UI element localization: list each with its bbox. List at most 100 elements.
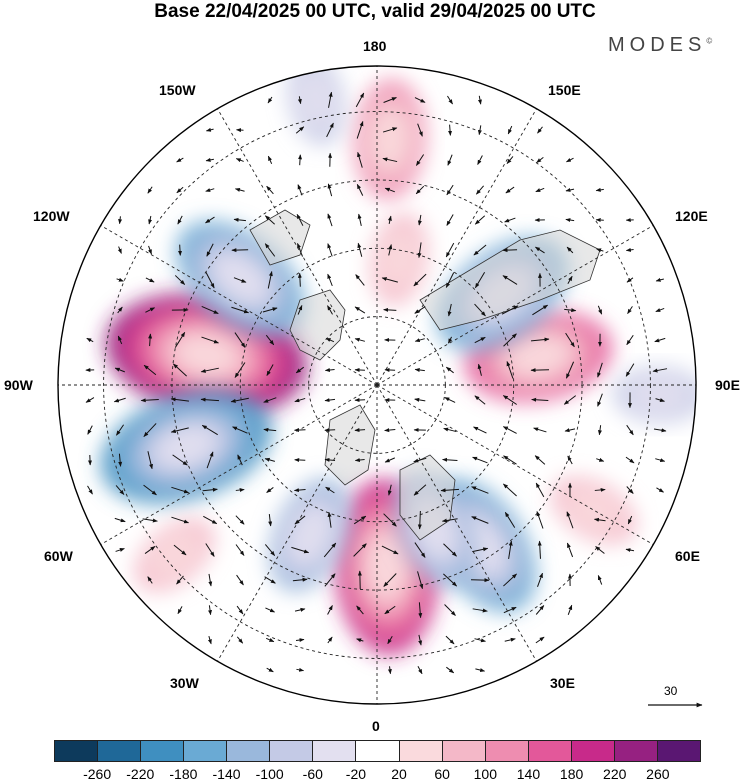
wind-vector [353, 543, 367, 557]
colorbar-tick-label: 180 [559, 766, 584, 782]
wind-vector [266, 364, 274, 376]
wind-vector [537, 126, 543, 134]
wind-vector [567, 604, 573, 615]
wind-vector [474, 303, 486, 317]
wind-vector [327, 636, 333, 644]
wind-vector [264, 215, 275, 225]
lon-label-150e: 150E [548, 82, 581, 98]
wind-vector [508, 540, 513, 559]
wind-vector [202, 487, 218, 492]
wind-vector [114, 367, 125, 373]
wind-vector [324, 368, 335, 373]
wind-vector [206, 451, 214, 469]
wind-vector [565, 187, 575, 192]
wind-vector [264, 457, 275, 462]
colorbar-tick-label: -180 [169, 766, 198, 782]
colorbar-segment [313, 741, 357, 761]
lon-label-0: 0 [372, 718, 380, 734]
wind-vector [354, 306, 366, 314]
colorbar-segment [227, 741, 271, 761]
brand-mark: © [706, 36, 713, 46]
wind-vector [176, 157, 184, 163]
wind-vector [115, 485, 125, 495]
wind-vector [627, 515, 633, 525]
wind-vector [445, 272, 455, 288]
wind-vector [536, 156, 544, 164]
colorbar-tick-label: 220 [603, 766, 627, 782]
wind-vector [414, 338, 425, 343]
wind-vector [147, 186, 153, 194]
colorbar-tick-label: 100 [473, 766, 498, 782]
globe-outline [57, 65, 697, 705]
anomaly-center [287, 66, 346, 146]
wind-vector [298, 154, 303, 166]
wind-vector [265, 607, 276, 613]
wind-vectors [85, 91, 668, 675]
wind-vector [354, 458, 365, 463]
meridian-line [217, 384, 378, 662]
wind-vector [477, 125, 482, 136]
wind-vector [414, 367, 425, 372]
wind-vector [231, 306, 250, 314]
wind-vector [205, 271, 215, 289]
lon-label-90e: 90E [715, 377, 740, 393]
anomaly-center [101, 390, 272, 504]
colorbar-segment [184, 741, 228, 761]
wind-vector [200, 367, 219, 373]
wind-vector [383, 573, 397, 587]
wind-vector [117, 306, 123, 314]
wind-vector [626, 486, 634, 494]
wind-vector [144, 546, 156, 554]
colorbar-tick-label: -20 [345, 766, 367, 782]
landmass-alaska [249, 209, 311, 266]
lon-label-60w: 60W [44, 548, 73, 564]
wind-vector [291, 546, 310, 554]
wind-vector [447, 95, 453, 105]
brand-logo: MODES© [608, 34, 712, 57]
wind-vector [471, 486, 489, 494]
wind-vector [536, 511, 544, 529]
wind-vector [143, 423, 157, 437]
anomaly-contour [174, 334, 239, 376]
colorbar [54, 740, 701, 762]
wind-vector [626, 334, 634, 346]
wind-vector [230, 397, 249, 403]
wind-vector [170, 397, 189, 402]
wind-vector [264, 243, 276, 257]
wind-vector [477, 363, 482, 376]
wind-vector [537, 572, 543, 587]
wind-vector [356, 638, 364, 643]
wind-vector [327, 511, 332, 528]
meridian-line [376, 108, 537, 386]
wind-vector [232, 426, 248, 434]
wind-vector [474, 336, 486, 344]
latitude-circle [239, 247, 515, 523]
wind-vector [504, 217, 516, 223]
lon-label-90w: 90W [4, 377, 33, 393]
anomaly-center [353, 79, 426, 200]
wind-vector [354, 428, 366, 433]
wind-vector [442, 457, 458, 462]
wind-vector [266, 185, 274, 195]
colorbar-segment [571, 741, 615, 761]
anomaly-contour [564, 486, 624, 534]
wind-vector [625, 363, 635, 377]
wind-vector [382, 157, 398, 163]
wind-vector [113, 397, 126, 403]
wind-vector [234, 362, 246, 378]
graticule [58, 66, 696, 704]
wind-vector [294, 397, 306, 403]
wind-vector [413, 484, 427, 496]
wind-vector [504, 637, 516, 642]
wind-vector [597, 305, 603, 315]
wind-vector [205, 157, 214, 162]
wind-vector [353, 515, 367, 525]
wind-vector [174, 331, 186, 348]
anomaly-contour [212, 253, 269, 304]
wind-vector [384, 367, 396, 372]
colorbar-segment [657, 741, 700, 761]
wind-vector [384, 605, 396, 615]
wind-vector [233, 277, 247, 283]
wind-vector [473, 244, 487, 256]
wind-vector [535, 246, 545, 254]
